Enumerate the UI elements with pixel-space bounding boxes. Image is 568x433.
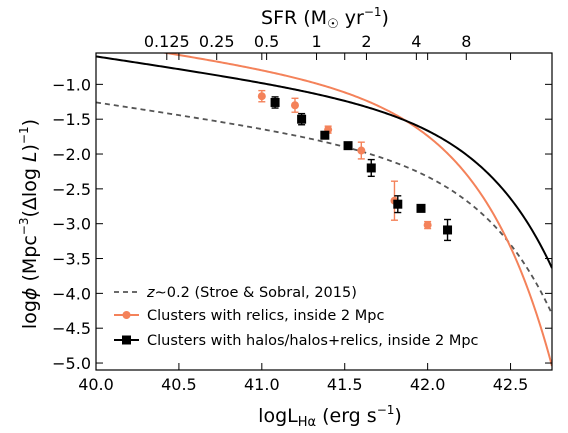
curve-1 [160,53,552,367]
top-tick-label-6: 8 [461,32,471,51]
legend-marker-halos [122,335,131,345]
point-halos-5 [393,199,403,209]
point-relics-0 [257,92,266,101]
y-axis-title: logϕ (Mpc−3(Δlog L)−1) [17,119,41,329]
legend-label-halos: Clusters with halos/halos+relics, inside… [147,333,479,349]
point-relics-5 [423,221,432,230]
point-relics-3 [357,146,366,155]
point-halos-1 [297,114,307,124]
x-tick-label-3: 41.5 [327,375,363,394]
y-tick-label-7: −4.5 [52,319,91,338]
y-tick-label-1: −1.5 [52,110,91,129]
y-tick-label-3: −2.5 [52,180,91,199]
top-tick-label-1: 0.25 [199,32,235,51]
curve-2 [96,55,552,269]
top-tick-label-4: 2 [361,32,371,51]
legend-label-stroe-sobral: z∼0.2 (Stroe & Sobral, 2015) [146,285,357,301]
model-curves [96,53,552,367]
y-tick-label-5: −3.5 [52,250,91,269]
x-axis-title: logLHα (erg s−1) [258,403,402,430]
legend-label-relics: Clusters with relics, inside 2 Mpc [147,308,384,324]
y-tick-label-8: −5.0 [52,354,91,373]
x-tick-label-0: 40.0 [78,375,114,394]
y-axis: −1.0 −1.5 −2.0 −2.5 −3.0 −3.5 −4.0 −4.5 −5.0 [52,75,552,373]
top-tick-label-0: 0.125 [144,32,190,51]
point-halos-0 [270,97,280,107]
plot-frame [95,52,553,371]
y-tick-label-0: −1.0 [52,75,91,94]
x-axis: 40.0 40.5 41.0 41.5 42.0 42.5 [78,53,528,394]
y-tick-label-2: −2.0 [52,145,91,164]
top-tick-label-2: 0.5 [254,32,279,51]
y-tick-label-4: −3.0 [52,215,91,234]
data-points [257,89,453,242]
x-tick-label-1: 40.5 [161,375,197,394]
curve-0 [96,101,552,315]
top-sfr-axis: 0.125 0.25 0.5 1 2 4 8 [144,32,471,60]
legend-marker-relics [122,311,131,319]
point-halos-6 [416,203,426,213]
point-halos-7 [443,225,453,235]
top-tick-label-3: 1 [311,32,321,51]
point-relics-1 [290,101,299,110]
point-halos-3 [343,141,353,151]
x-tick-label-5: 42.5 [493,375,529,394]
top-axis-title: SFR (M☉ yr−1) [261,5,389,32]
point-halos-2 [320,130,330,140]
x-tick-label-2: 41.0 [244,375,280,394]
top-tick-label-5: 4 [411,32,421,51]
y-tick-label-6: −4.0 [52,284,91,303]
legend: z∼0.2 (Stroe & Sobral, 2015) Clusters wi… [114,285,479,349]
x-tick-label-4: 42.0 [410,375,446,394]
point-halos-4 [366,163,376,173]
